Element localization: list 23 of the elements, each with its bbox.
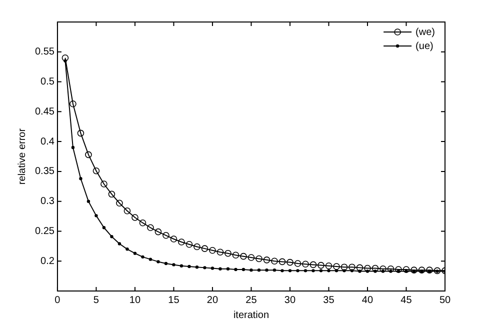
y-tick-label: 0.4 (40, 136, 55, 148)
y-tick-label: 0.5 (40, 76, 55, 88)
x-tick-label: 50 (439, 294, 451, 306)
x-tick-label: 15 (168, 294, 180, 306)
x-tick-label: 40 (362, 294, 374, 306)
y-tick-label: 0.55 (34, 46, 55, 58)
y-tick-label: 0.45 (34, 106, 55, 118)
y-axis-title: relative error (16, 128, 28, 185)
x-axis-title: iteration (233, 310, 270, 321)
y-tick-label: 0.35 (34, 166, 55, 178)
x-tick-label: 25 (246, 294, 258, 306)
x-tick-label: 35 (323, 294, 335, 306)
x-tick-label: 0 (54, 294, 61, 306)
x-tick-label: 20 (206, 294, 218, 306)
y-tick-label: 0.3 (40, 196, 55, 208)
x-tick-label: 10 (129, 294, 141, 306)
x-tick-label: 45 (400, 294, 412, 306)
x-tick-label: 30 (284, 294, 296, 306)
legend-label: (ue) (416, 40, 434, 52)
y-tick-label: 0.2 (40, 256, 55, 267)
legend-label: (we) (416, 26, 436, 38)
x-tick-label: 5 (93, 294, 100, 306)
y-tick-label: 0.25 (34, 226, 55, 237)
